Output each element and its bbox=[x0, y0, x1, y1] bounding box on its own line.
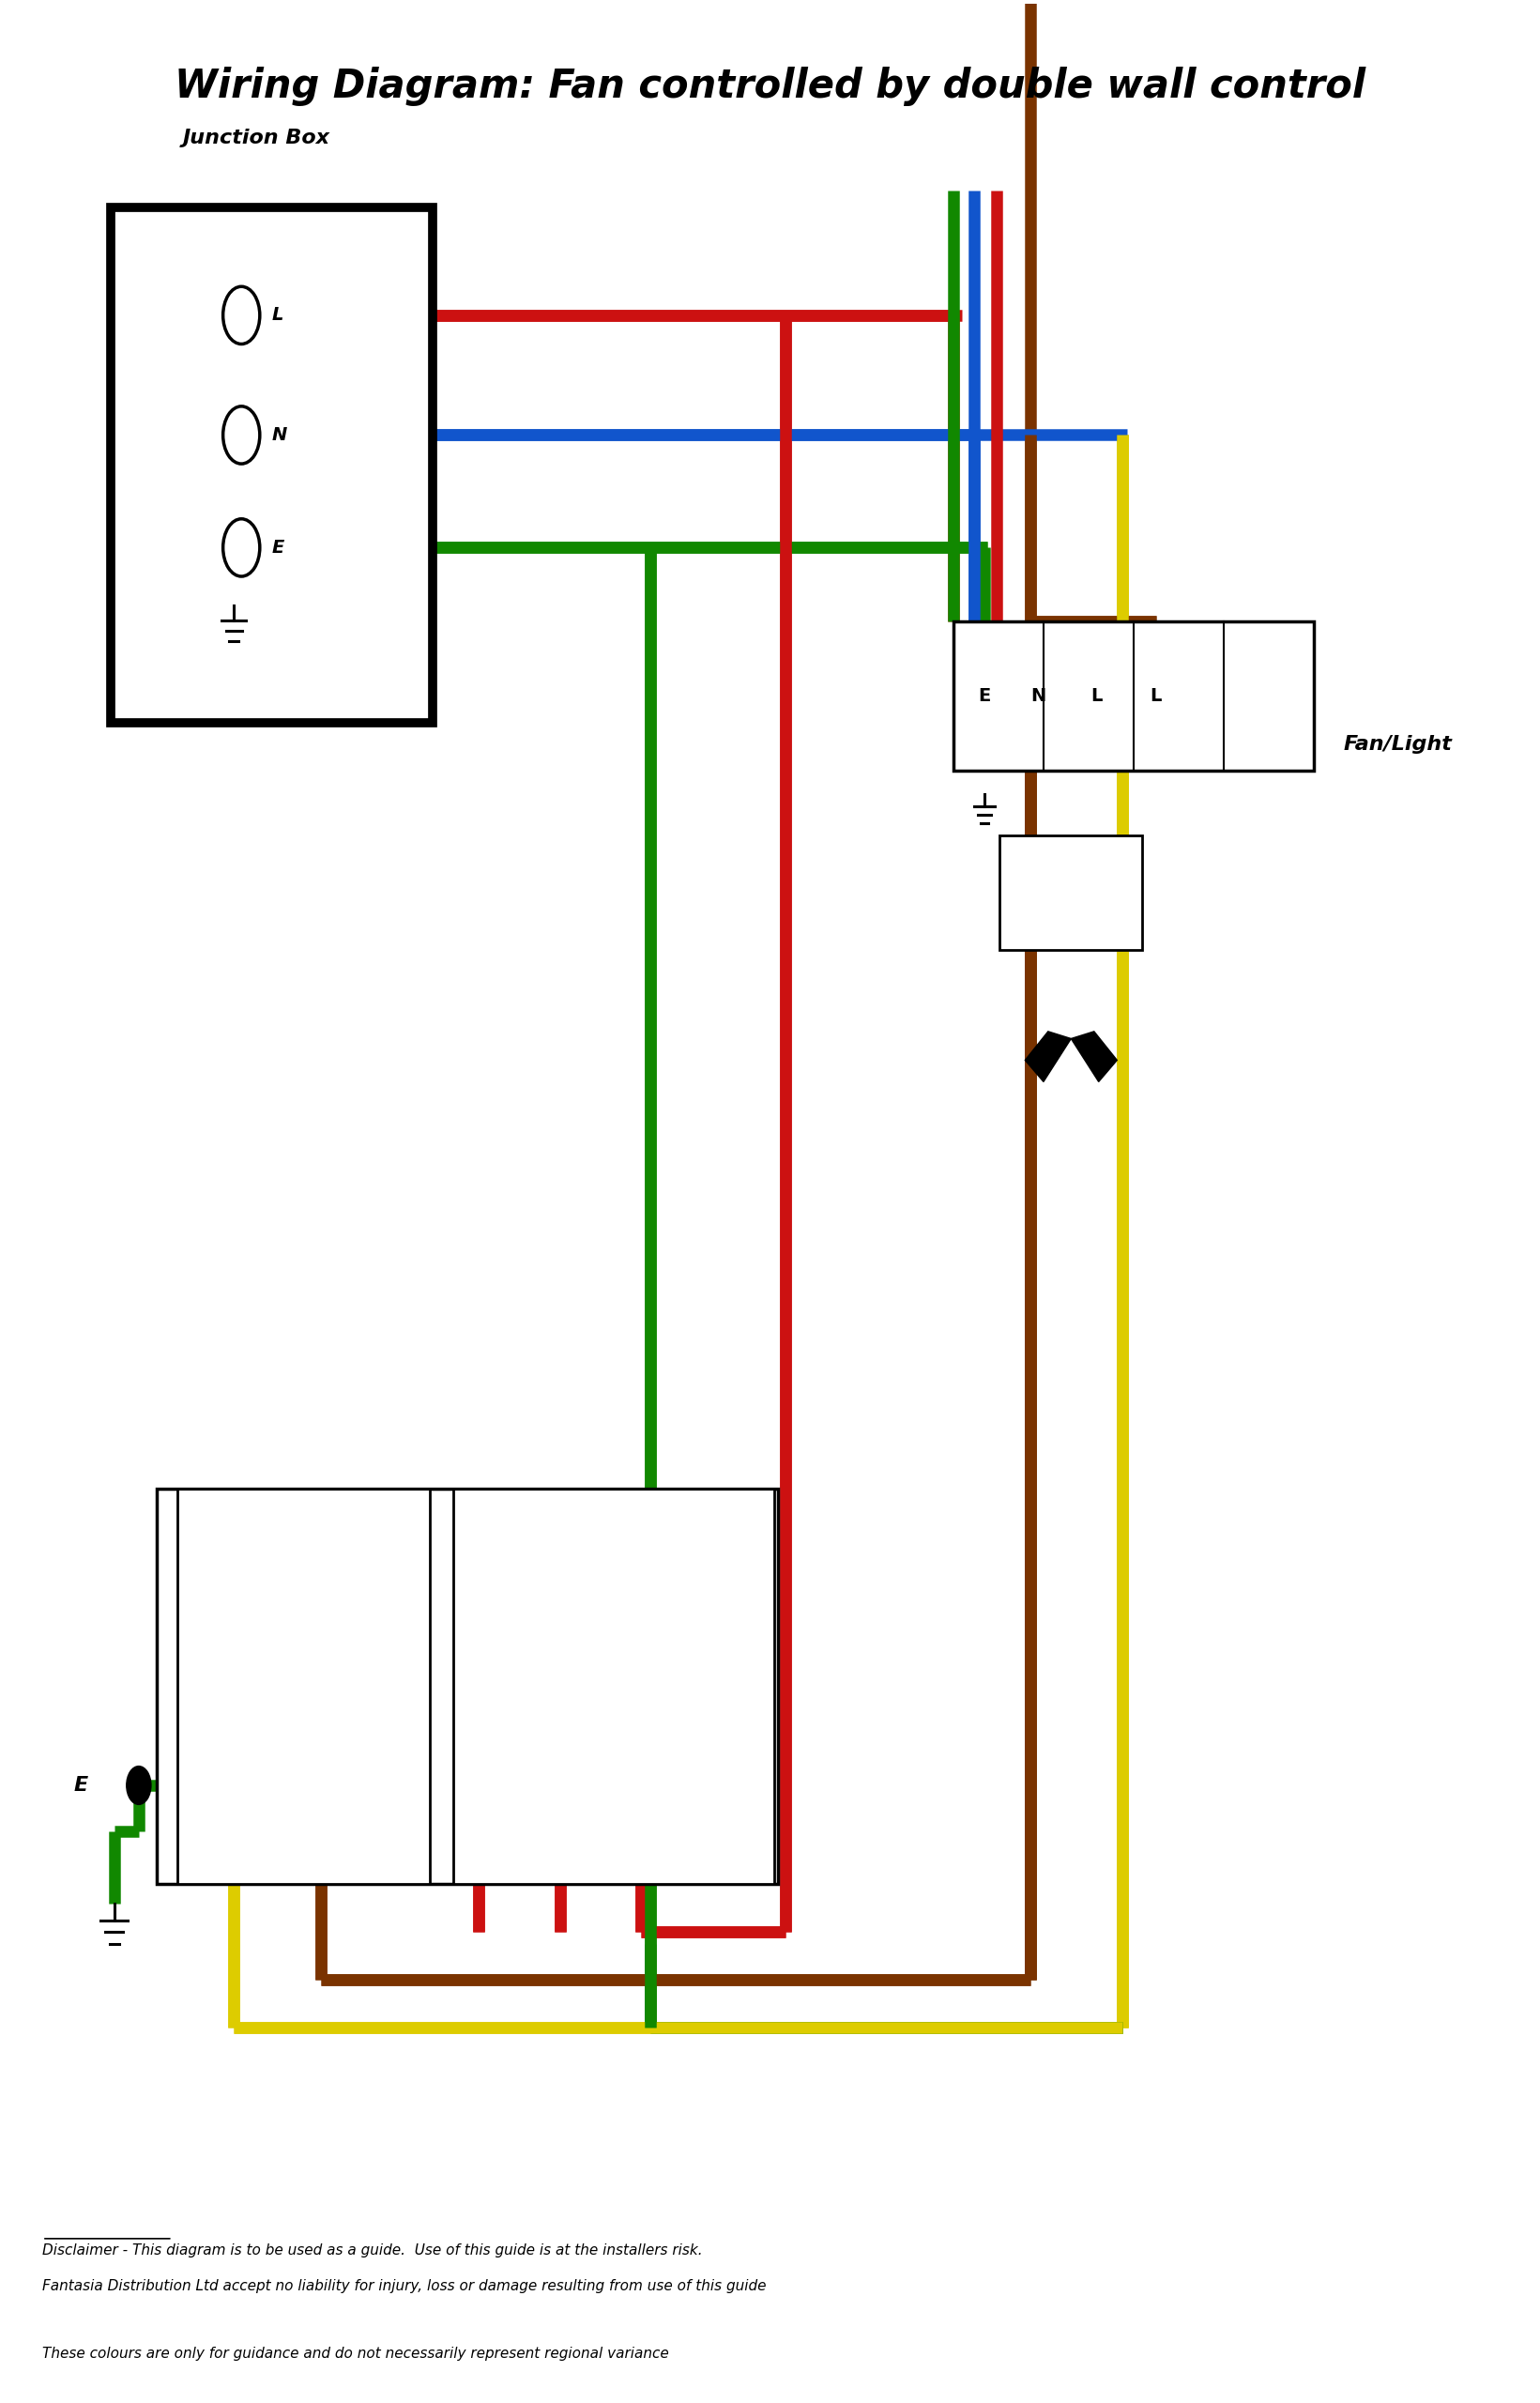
Text: Dim.: Dim. bbox=[274, 1550, 333, 1572]
Bar bbox=[177, 1490, 430, 1884]
Polygon shape bbox=[1072, 1031, 1116, 1081]
Text: E: E bbox=[74, 1776, 88, 1795]
Text: 3: 3 bbox=[634, 1725, 648, 1742]
Text: L: L bbox=[1090, 687, 1103, 704]
Text: 2: 2 bbox=[553, 1725, 567, 1742]
Text: Fan/Light: Fan/Light bbox=[1344, 735, 1452, 755]
Polygon shape bbox=[1026, 1031, 1072, 1081]
Bar bbox=[453, 1490, 775, 1884]
Bar bbox=[111, 207, 433, 723]
Text: N: N bbox=[273, 425, 288, 445]
Text: These colours are only for guidance and do not necessarily represent regional va: These colours are only for guidance and … bbox=[42, 2345, 668, 2360]
Text: 1: 1 bbox=[473, 1725, 485, 1742]
Bar bbox=[999, 834, 1143, 949]
Text: Disclaimer - This diagram is to be used as a guide.  Use of this guide is at the: Disclaimer - This diagram is to be used … bbox=[42, 2244, 702, 2256]
Text: $L_1$: $L_1$ bbox=[223, 1723, 243, 1745]
Text: Fantasia Distribution Ltd accept no liability for injury, loss or damage resulti: Fantasia Distribution Ltd accept no liab… bbox=[42, 2280, 767, 2292]
Text: C: C bbox=[314, 1725, 328, 1742]
Text: N: N bbox=[1030, 687, 1046, 704]
Circle shape bbox=[126, 1766, 151, 1805]
Text: Wiring Diagram: Fan controlled by double wall control: Wiring Diagram: Fan controlled by double… bbox=[174, 67, 1366, 106]
Text: Speed: Speed bbox=[574, 1550, 653, 1572]
Text: L: L bbox=[273, 305, 283, 324]
Bar bbox=[953, 622, 1314, 771]
Text: Junction Box: Junction Box bbox=[182, 130, 330, 147]
Text: L: L bbox=[1150, 687, 1161, 704]
Bar bbox=[157, 1490, 778, 1884]
Text: E: E bbox=[273, 538, 285, 557]
Text: E: E bbox=[978, 687, 990, 704]
